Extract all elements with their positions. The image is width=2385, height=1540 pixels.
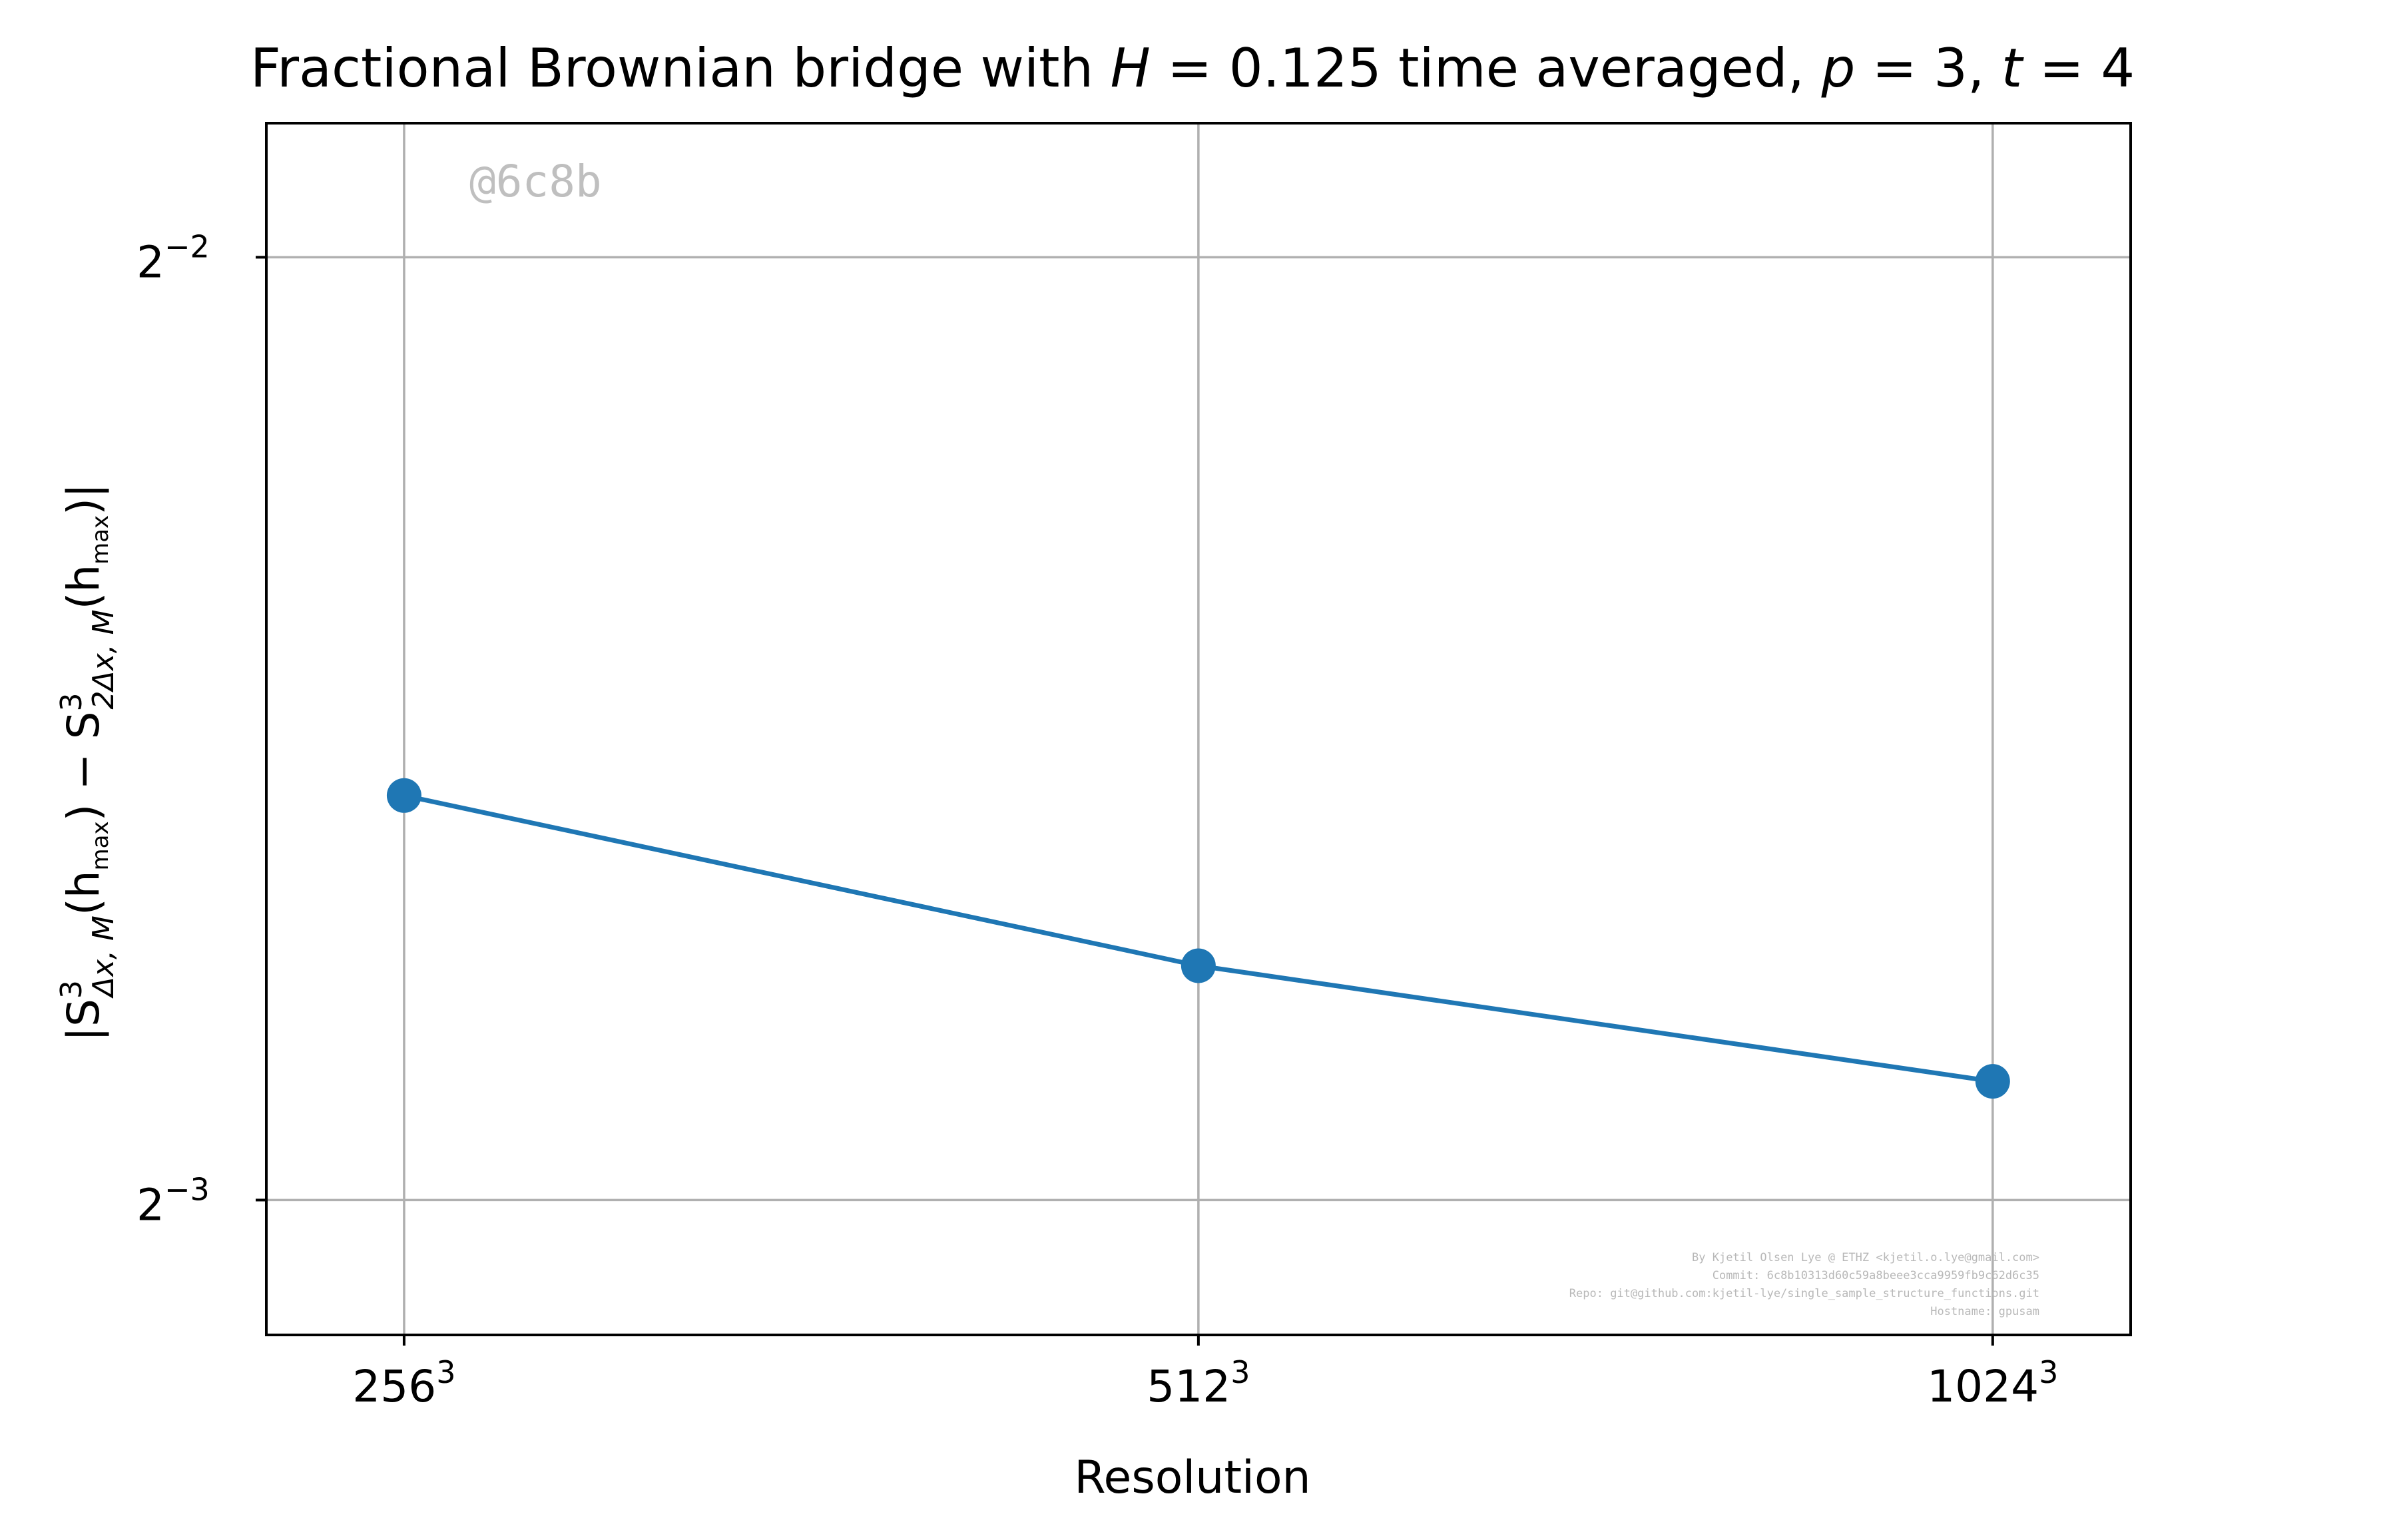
data-point (1975, 1064, 2010, 1099)
data-point (386, 778, 421, 813)
credits-line: Repo: git@github.com:kjetil-lye/single_s… (1569, 1287, 2039, 1300)
y-tick-label: 2−3 (136, 1171, 210, 1230)
x-tick-label: 5123 (1147, 1354, 1250, 1412)
credits-line: Commit: 6c8b10313d60c59a8beee3cca9959fb9… (1713, 1269, 2039, 1282)
credits-block: By Kjetil Olsen Lye @ ETHZ <kjetil.o.lye… (1569, 1251, 2039, 1318)
credits-line: Hostname: gpusam (1930, 1305, 2039, 1318)
credits-line: By Kjetil Olsen Lye @ ETHZ <kjetil.o.lye… (1692, 1251, 2039, 1264)
chart-title: Fractional Brownian bridge with H = 0.12… (250, 37, 2135, 99)
data-series (386, 778, 2010, 1099)
watermark-text: @6c8b (469, 156, 602, 207)
x-tick-label: 10243 (1927, 1354, 2058, 1412)
axis-ticks: 2563 5123 10243 2−2 2−3 (136, 228, 2058, 1412)
x-axis-label: Resolution (1074, 1451, 1310, 1504)
grid-lines (266, 123, 2131, 1335)
y-tick-label: 2−2 (136, 228, 210, 288)
data-point (1181, 948, 1216, 983)
y-axis-label: |S3Δx, M(hmax) − S32Δx, M(hmax)| (55, 483, 121, 1042)
x-tick-label: 2563 (352, 1354, 455, 1412)
